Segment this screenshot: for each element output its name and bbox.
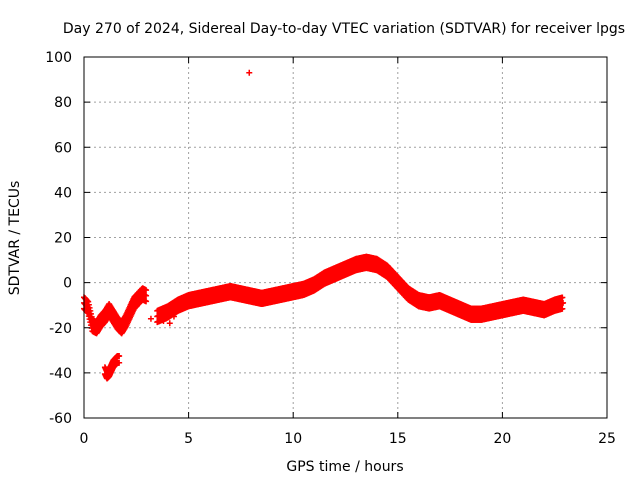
y-tick-label: -20 — [49, 321, 72, 337]
y-tick-label: 100 — [45, 50, 72, 66]
data-point — [246, 69, 253, 76]
y-tick-label: 80 — [54, 95, 72, 111]
y-tick-label: 60 — [54, 140, 72, 156]
data-points — [81, 69, 567, 382]
data-point — [99, 315, 106, 322]
data-point — [559, 294, 566, 301]
y-tick-label: 20 — [54, 231, 72, 247]
x-tick-label: 5 — [184, 431, 193, 447]
data-point — [91, 324, 98, 331]
x-tick-label: 25 — [598, 431, 616, 447]
x-tick-label: 10 — [284, 431, 302, 447]
data-point — [147, 315, 154, 322]
data-point — [116, 352, 123, 359]
axis-ticks: 0 5 10 15 20 25 -60 -40 -20 0 20 40 60 80 100 — [45, 50, 616, 447]
data-point — [560, 299, 567, 306]
data-point — [82, 295, 89, 302]
y-tick-label: -40 — [49, 366, 72, 382]
data-point — [143, 298, 150, 305]
data-point — [116, 359, 123, 366]
data-point — [160, 317, 167, 324]
data-point — [166, 320, 173, 327]
y-tick-label: -60 — [49, 411, 72, 427]
data-point — [196, 293, 203, 300]
data-point — [170, 313, 177, 320]
data-point — [559, 305, 566, 312]
data-point — [84, 306, 91, 313]
data-point — [143, 292, 150, 299]
data-point — [143, 287, 150, 294]
x-tick-label: 20 — [493, 431, 511, 447]
x-tick-label: 15 — [389, 431, 407, 447]
x-tick-label: 0 — [80, 431, 89, 447]
chart-title: Day 270 of 2024, Sidereal Day-to-day VTE… — [63, 21, 625, 37]
y-tick-label: 40 — [54, 185, 72, 201]
x-axis-label: GPS time / hours — [286, 459, 403, 475]
y-axis-label: SDTVAR / TECUs — [7, 181, 23, 296]
y-tick-label: 0 — [63, 276, 72, 292]
grid-lines — [84, 57, 607, 418]
